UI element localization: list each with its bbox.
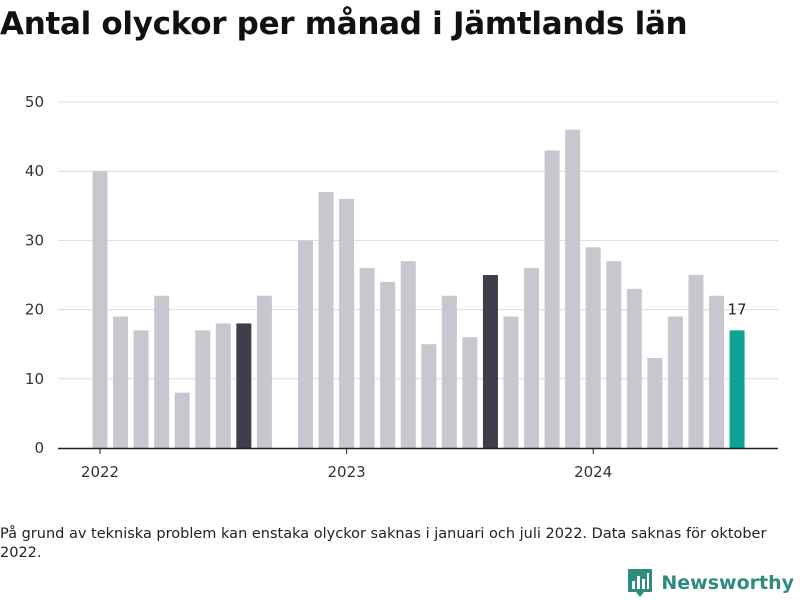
bar-2022-07 — [215, 323, 231, 448]
bar-2023-10 — [524, 268, 540, 448]
brand-logo: Newsworthy — [627, 568, 794, 598]
bar-2023-05 — [421, 344, 437, 448]
bar-2022-02 — [113, 316, 129, 448]
bar-2022-08 — [236, 323, 252, 448]
data-label: 17 — [728, 300, 747, 318]
bar-2023-12 — [565, 129, 581, 448]
bar-2024-06 — [688, 275, 704, 448]
bar-2023-02 — [359, 268, 375, 448]
bar-chart: 0 10 20 30 40 50 17 2022 2023 2024 — [25, 93, 778, 481]
y-tick-label: 40 — [25, 162, 44, 180]
bar-2024-07 — [709, 295, 724, 448]
x-axis: 2022 2023 2024 — [58, 447, 778, 481]
bar-2022-04 — [154, 295, 170, 448]
y-tick-label: 20 — [25, 301, 44, 319]
bar-2023-06 — [441, 295, 457, 448]
bar-2022-05 — [174, 392, 190, 448]
y-axis-ticks: 0 10 20 30 40 50 — [25, 93, 44, 457]
bar-2023-07 — [462, 337, 478, 448]
bar-2023-11 — [544, 150, 560, 448]
bar-2023-04 — [400, 261, 416, 448]
chart-title: Antal olyckor per månad i Jämtlands län — [0, 6, 688, 42]
bar-2023-01 — [339, 198, 355, 448]
bar-2024-08 — [729, 330, 745, 448]
bar-2022-09 — [256, 295, 272, 448]
y-tick-label: 30 — [25, 231, 44, 249]
bar-2023-08 — [482, 275, 498, 448]
bar-2022-03 — [133, 330, 149, 448]
bar-chart-pin-icon — [628, 569, 653, 597]
bars — [92, 129, 745, 448]
y-tick-label: 0 — [34, 439, 44, 457]
bar-2023-03 — [380, 281, 396, 448]
bar-2022-01 — [92, 171, 108, 448]
bar-2023-09 — [503, 316, 519, 448]
y-tick-label: 10 — [25, 370, 44, 388]
bar-2024-03 — [626, 288, 642, 448]
brand-name: Newsworthy — [661, 572, 794, 594]
bar-2024-04 — [647, 358, 663, 448]
bar-2022-06 — [195, 330, 211, 448]
x-tick-label: 2022 — [81, 463, 119, 481]
bar-2022-11 — [298, 240, 313, 448]
data-labels: 17 — [728, 300, 747, 318]
x-tick-label: 2024 — [574, 463, 612, 481]
y-tick-label: 50 — [25, 93, 44, 111]
bar-2024-02 — [606, 261, 622, 448]
footnote: På grund av tekniska problem kan enstaka… — [0, 526, 767, 561]
bar-2024-01 — [585, 247, 601, 448]
bar-2022-12 — [318, 191, 334, 448]
x-tick-label: 2023 — [328, 463, 366, 481]
bar-2024-05 — [667, 316, 683, 448]
